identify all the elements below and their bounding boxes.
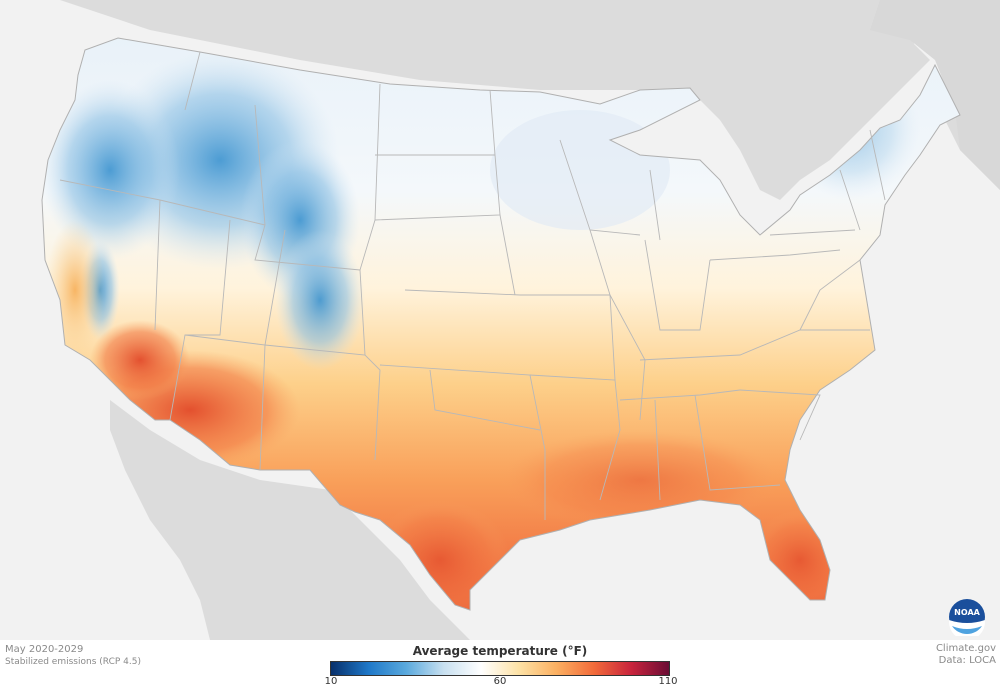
footer: May 2020-2029 Stabilized emissions (RCP … — [0, 640, 1000, 690]
legend-tick-min: 10 — [324, 676, 338, 687]
noaa-logo-text: NOAA — [954, 608, 980, 617]
mexico-land — [110, 400, 470, 640]
data-source-label: Data: LOCA — [938, 655, 996, 666]
state-borders — [41, 37, 961, 611]
legend-tick-mid: 60 — [493, 676, 507, 687]
legend-title: Average temperature (°F) — [412, 644, 588, 658]
legend: Average temperature (°F) 10 60 110 — [325, 644, 678, 690]
maritimes-land — [860, 0, 1000, 190]
legend-color-bar — [330, 661, 670, 676]
map-svg — [0, 0, 1000, 640]
period-label: May 2020-2029 — [5, 644, 84, 655]
legend-tick-max: 110 — [658, 676, 678, 687]
scenario-label: Stabilized emissions (RCP 4.5) — [5, 657, 141, 667]
credits: Climate.gov Data: LOCA — [936, 643, 996, 667]
temperature-map: NOAA — [0, 0, 1000, 640]
quebec-land — [700, 30, 930, 200]
caption: May 2020-2029 Stabilized emissions (RCP … — [5, 643, 141, 668]
noaa-logo-icon: NOAA — [948, 598, 986, 640]
source-site-label: Climate.gov — [935, 643, 996, 654]
